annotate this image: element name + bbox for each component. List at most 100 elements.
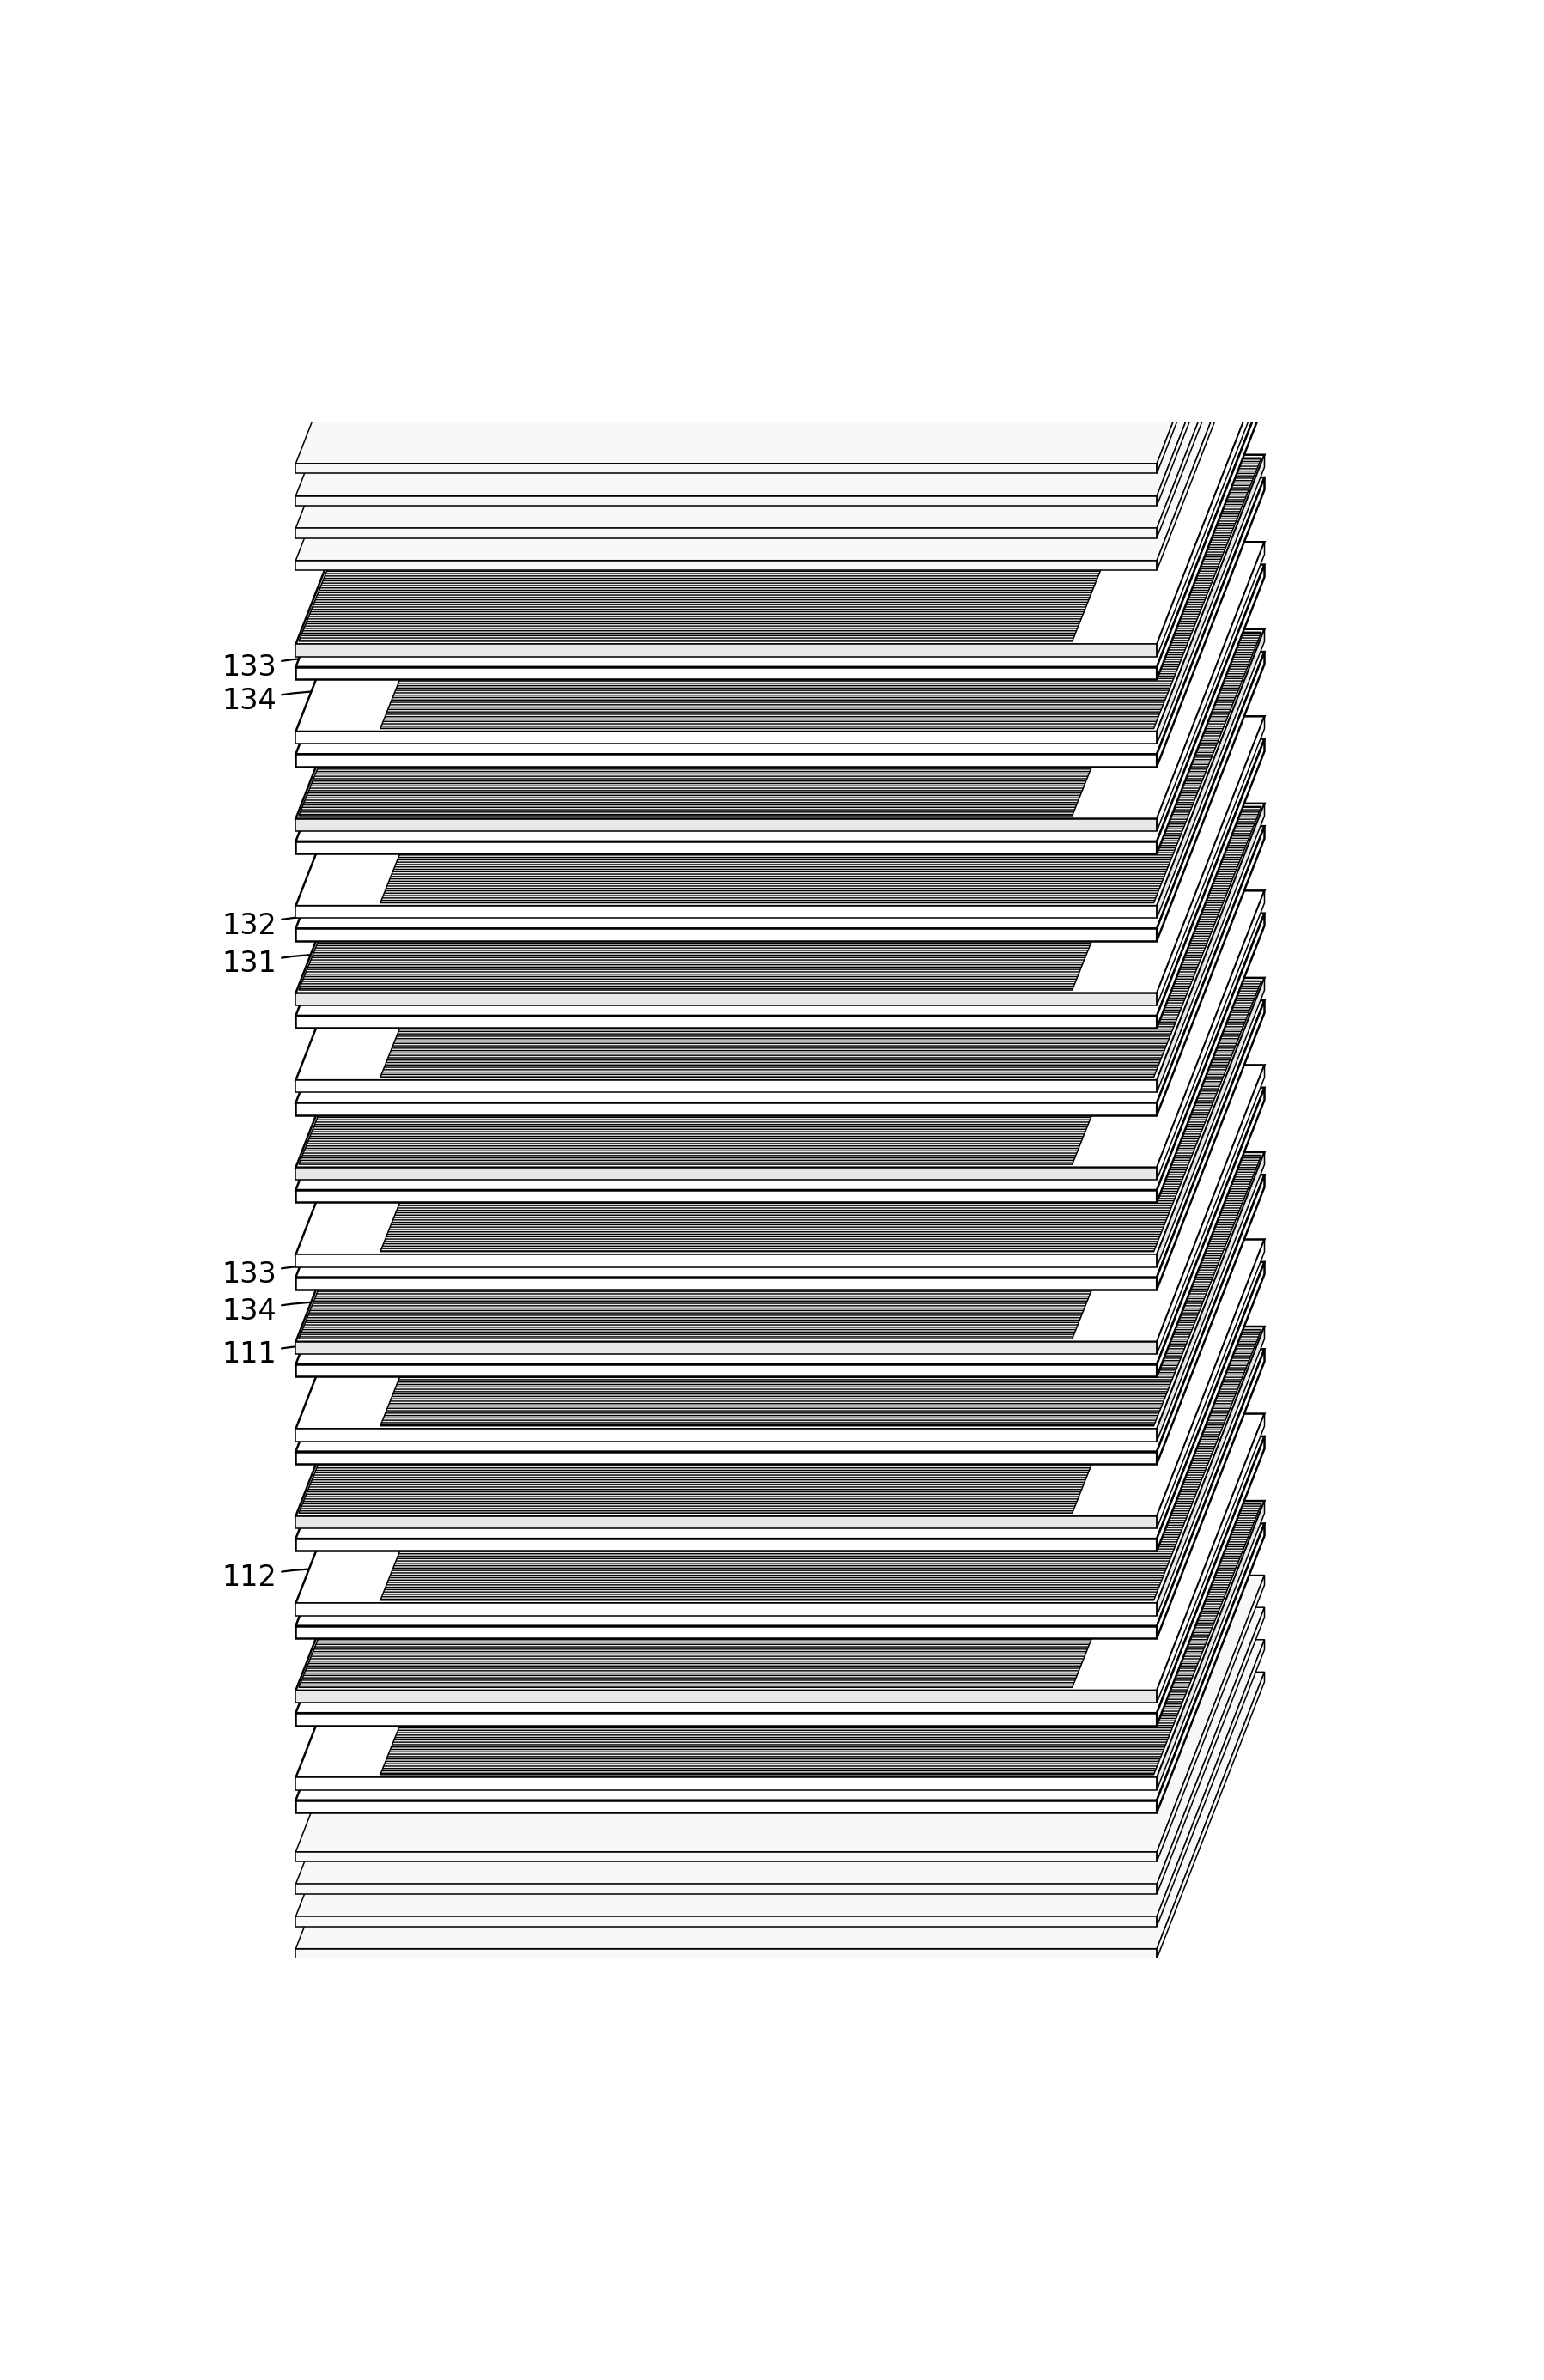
Polygon shape [295, 1690, 1156, 1702]
Polygon shape [1156, 1152, 1265, 1442]
Polygon shape [295, 1606, 1265, 1885]
Polygon shape [295, 1254, 1156, 1266]
Polygon shape [1156, 283, 1265, 571]
Polygon shape [1156, 826, 1265, 1116]
Polygon shape [295, 1414, 1265, 1690]
Polygon shape [1156, 1064, 1265, 1354]
Polygon shape [295, 1152, 1265, 1428]
Polygon shape [1156, 1349, 1265, 1637]
Polygon shape [295, 1949, 1156, 1959]
Polygon shape [1156, 914, 1265, 1202]
Polygon shape [1156, 804, 1265, 1092]
Polygon shape [380, 633, 1261, 902]
Polygon shape [1156, 390, 1265, 678]
Polygon shape [295, 1626, 1156, 1637]
Polygon shape [295, 252, 1265, 528]
Polygon shape [295, 543, 1265, 819]
Polygon shape [295, 652, 1265, 928]
Polygon shape [1156, 1576, 1265, 1861]
Text: FIG. 3: FIG. 3 [703, 1866, 841, 1914]
Polygon shape [380, 1154, 1261, 1426]
Polygon shape [295, 840, 1156, 854]
Polygon shape [295, 826, 1265, 1102]
Polygon shape [295, 1016, 1156, 1028]
Polygon shape [1156, 1176, 1265, 1464]
Polygon shape [295, 1326, 1265, 1604]
Polygon shape [1156, 1240, 1265, 1528]
Polygon shape [295, 1278, 1156, 1290]
Polygon shape [1156, 1261, 1265, 1552]
Polygon shape [295, 559, 1156, 571]
Polygon shape [295, 1261, 1265, 1540]
Polygon shape [1156, 978, 1265, 1266]
Polygon shape [1156, 1606, 1265, 1894]
Polygon shape [1156, 219, 1265, 505]
Polygon shape [1156, 1326, 1265, 1616]
Polygon shape [295, 1064, 1265, 1342]
Text: 111: 111 [990, 721, 1244, 757]
Polygon shape [295, 1604, 1156, 1616]
Polygon shape [298, 545, 1180, 816]
Polygon shape [295, 283, 1265, 559]
Text: 111: 111 [222, 1340, 454, 1368]
Polygon shape [1156, 1673, 1265, 1959]
Polygon shape [295, 1364, 1156, 1376]
Polygon shape [295, 1081, 1156, 1092]
Polygon shape [295, 1342, 1156, 1354]
Text: 134: 134 [222, 688, 462, 716]
Polygon shape [295, 666, 1156, 678]
Polygon shape [295, 1349, 1265, 1626]
Text: 132: 132 [222, 912, 454, 940]
Polygon shape [1156, 1523, 1265, 1814]
Polygon shape [1156, 890, 1265, 1180]
Polygon shape [1156, 455, 1265, 745]
Polygon shape [295, 1088, 1265, 1364]
Polygon shape [380, 807, 1261, 1078]
Polygon shape [295, 528, 1156, 538]
Polygon shape [298, 371, 1180, 640]
Polygon shape [298, 1416, 1180, 1687]
Polygon shape [295, 804, 1265, 1081]
Polygon shape [1156, 628, 1265, 919]
Polygon shape [380, 1330, 1261, 1599]
Polygon shape [1156, 564, 1265, 854]
Polygon shape [295, 738, 1265, 1016]
Polygon shape [1156, 543, 1265, 831]
Polygon shape [295, 1435, 1265, 1714]
Text: 112: 112 [222, 1564, 469, 1595]
Text: 133: 133 [222, 1261, 454, 1288]
Polygon shape [295, 754, 1156, 766]
Polygon shape [380, 457, 1261, 728]
Polygon shape [295, 992, 1156, 1004]
Polygon shape [295, 914, 1265, 1190]
Polygon shape [1156, 738, 1265, 1028]
Polygon shape [295, 1885, 1156, 1894]
Text: 112: 112 [928, 538, 1153, 574]
Polygon shape [295, 1240, 1265, 1516]
Polygon shape [298, 719, 1180, 990]
Polygon shape [295, 219, 1265, 495]
Polygon shape [295, 731, 1156, 745]
Polygon shape [295, 628, 1265, 907]
Polygon shape [1156, 1502, 1265, 1790]
Polygon shape [295, 1502, 1265, 1778]
Polygon shape [295, 1576, 1265, 1852]
Polygon shape [295, 1852, 1156, 1861]
Polygon shape [295, 495, 1156, 505]
Polygon shape [1156, 186, 1265, 474]
Polygon shape [1156, 1640, 1265, 1925]
Polygon shape [295, 1673, 1265, 1949]
Polygon shape [295, 1540, 1156, 1552]
Polygon shape [380, 1504, 1261, 1775]
Polygon shape [295, 478, 1265, 754]
Polygon shape [295, 464, 1156, 474]
Polygon shape [295, 890, 1265, 1169]
Polygon shape [298, 1242, 1180, 1514]
Polygon shape [1156, 1000, 1265, 1290]
Polygon shape [295, 564, 1265, 840]
Polygon shape [295, 1452, 1156, 1464]
Polygon shape [1156, 652, 1265, 940]
Polygon shape [1156, 252, 1265, 538]
Polygon shape [1156, 1435, 1265, 1725]
Polygon shape [295, 455, 1265, 731]
